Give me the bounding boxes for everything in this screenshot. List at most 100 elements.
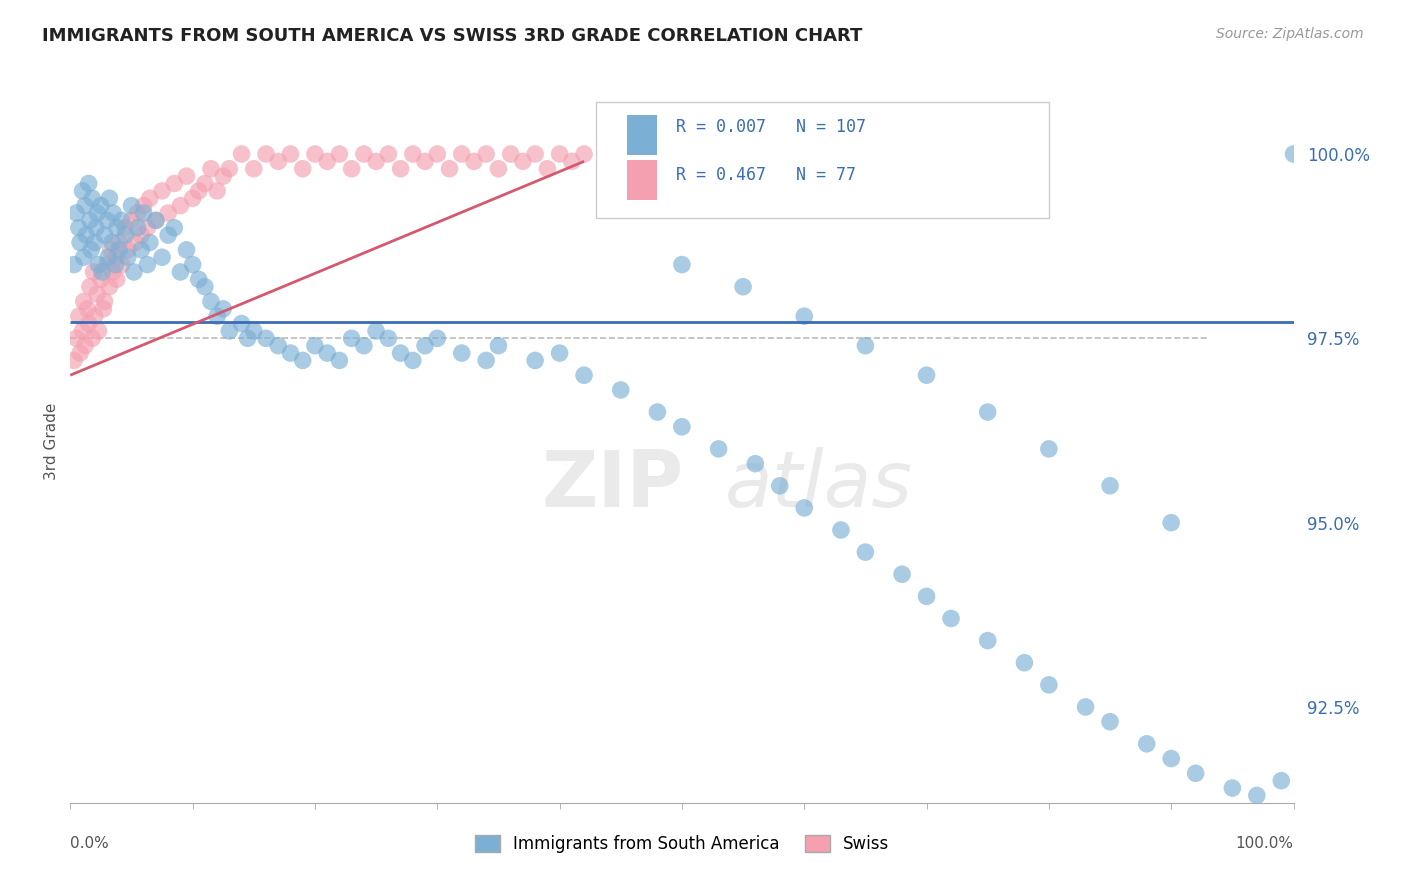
Point: [426, 147, 449, 161]
Point: [79, 213, 101, 227]
Point: [83, 265, 105, 279]
Point: [127, 220, 149, 235]
Point: [512, 154, 534, 169]
Point: [87, 258, 110, 272]
Point: [413, 154, 436, 169]
Point: [488, 161, 510, 176]
Point: [450, 346, 472, 360]
Point: [114, 220, 136, 235]
Point: [218, 161, 240, 176]
Point: [1014, 656, 1036, 670]
Point: [243, 324, 266, 338]
Text: Source: ZipAtlas.com: Source: ZipAtlas.com: [1216, 27, 1364, 41]
Point: [117, 243, 139, 257]
Point: [1099, 479, 1122, 493]
Point: [366, 324, 388, 338]
Point: [132, 206, 155, 220]
Point: [76, 301, 98, 316]
Point: [572, 368, 595, 383]
Text: 100.0%: 100.0%: [1236, 836, 1294, 851]
Point: [205, 309, 228, 323]
Point: [98, 191, 121, 205]
Point: [475, 147, 498, 161]
Point: [915, 368, 938, 383]
Point: [254, 147, 277, 161]
Point: [96, 213, 118, 227]
Point: [122, 265, 145, 279]
Point: [561, 154, 583, 169]
Point: [280, 346, 302, 360]
Point: [194, 279, 217, 293]
Text: 0.0%: 0.0%: [70, 836, 110, 851]
Point: [976, 405, 998, 419]
Point: [1270, 773, 1292, 788]
Point: [1220, 780, 1243, 795]
Point: [439, 161, 461, 176]
Point: [475, 353, 498, 368]
Text: R = 0.007   N = 107: R = 0.007 N = 107: [676, 119, 866, 136]
Point: [169, 199, 191, 213]
Point: [647, 405, 669, 419]
Point: [291, 161, 314, 176]
Point: [77, 317, 100, 331]
Point: [389, 346, 412, 360]
Point: [267, 339, 290, 353]
Point: [72, 324, 94, 338]
Point: [187, 184, 209, 198]
Point: [377, 147, 399, 161]
Point: [181, 191, 204, 205]
Text: ZIP: ZIP: [541, 447, 683, 523]
Point: [63, 353, 86, 368]
Point: [328, 147, 350, 161]
FancyBboxPatch shape: [627, 115, 658, 154]
Point: [90, 199, 112, 213]
Point: [111, 258, 134, 272]
Point: [891, 567, 914, 582]
Point: [413, 339, 436, 353]
Point: [1038, 678, 1060, 692]
Point: [101, 206, 124, 220]
FancyBboxPatch shape: [627, 161, 658, 200]
Point: [139, 191, 162, 205]
Point: [91, 265, 114, 279]
Point: [86, 287, 108, 301]
Point: [793, 500, 815, 515]
Point: [121, 199, 143, 213]
Point: [187, 272, 209, 286]
Point: [231, 147, 253, 161]
Point: [1099, 714, 1122, 729]
Point: [707, 442, 730, 456]
Point: [488, 339, 510, 353]
Point: [267, 154, 290, 169]
Point: [915, 590, 938, 604]
Point: [524, 353, 547, 368]
Point: [157, 228, 180, 243]
Point: [163, 177, 186, 191]
Point: [366, 154, 388, 169]
Point: [80, 243, 103, 257]
Point: [353, 339, 375, 353]
Point: [1136, 737, 1159, 751]
Point: [90, 272, 112, 286]
Point: [176, 243, 198, 257]
Point: [127, 206, 149, 220]
Text: R = 0.467   N = 77: R = 0.467 N = 77: [676, 166, 856, 184]
Point: [91, 301, 114, 316]
Point: [67, 309, 90, 323]
Point: [136, 258, 159, 272]
Point: [254, 331, 277, 345]
Point: [1160, 751, 1182, 765]
Point: [671, 419, 693, 434]
Point: [200, 161, 222, 176]
Point: [124, 235, 146, 250]
Point: [83, 309, 105, 323]
Point: [176, 169, 198, 183]
Point: [82, 331, 104, 345]
Point: [426, 331, 449, 345]
Point: [855, 339, 877, 353]
Point: [1282, 147, 1305, 161]
Point: [108, 235, 131, 250]
Point: [117, 250, 139, 264]
Point: [1160, 516, 1182, 530]
Point: [671, 258, 693, 272]
